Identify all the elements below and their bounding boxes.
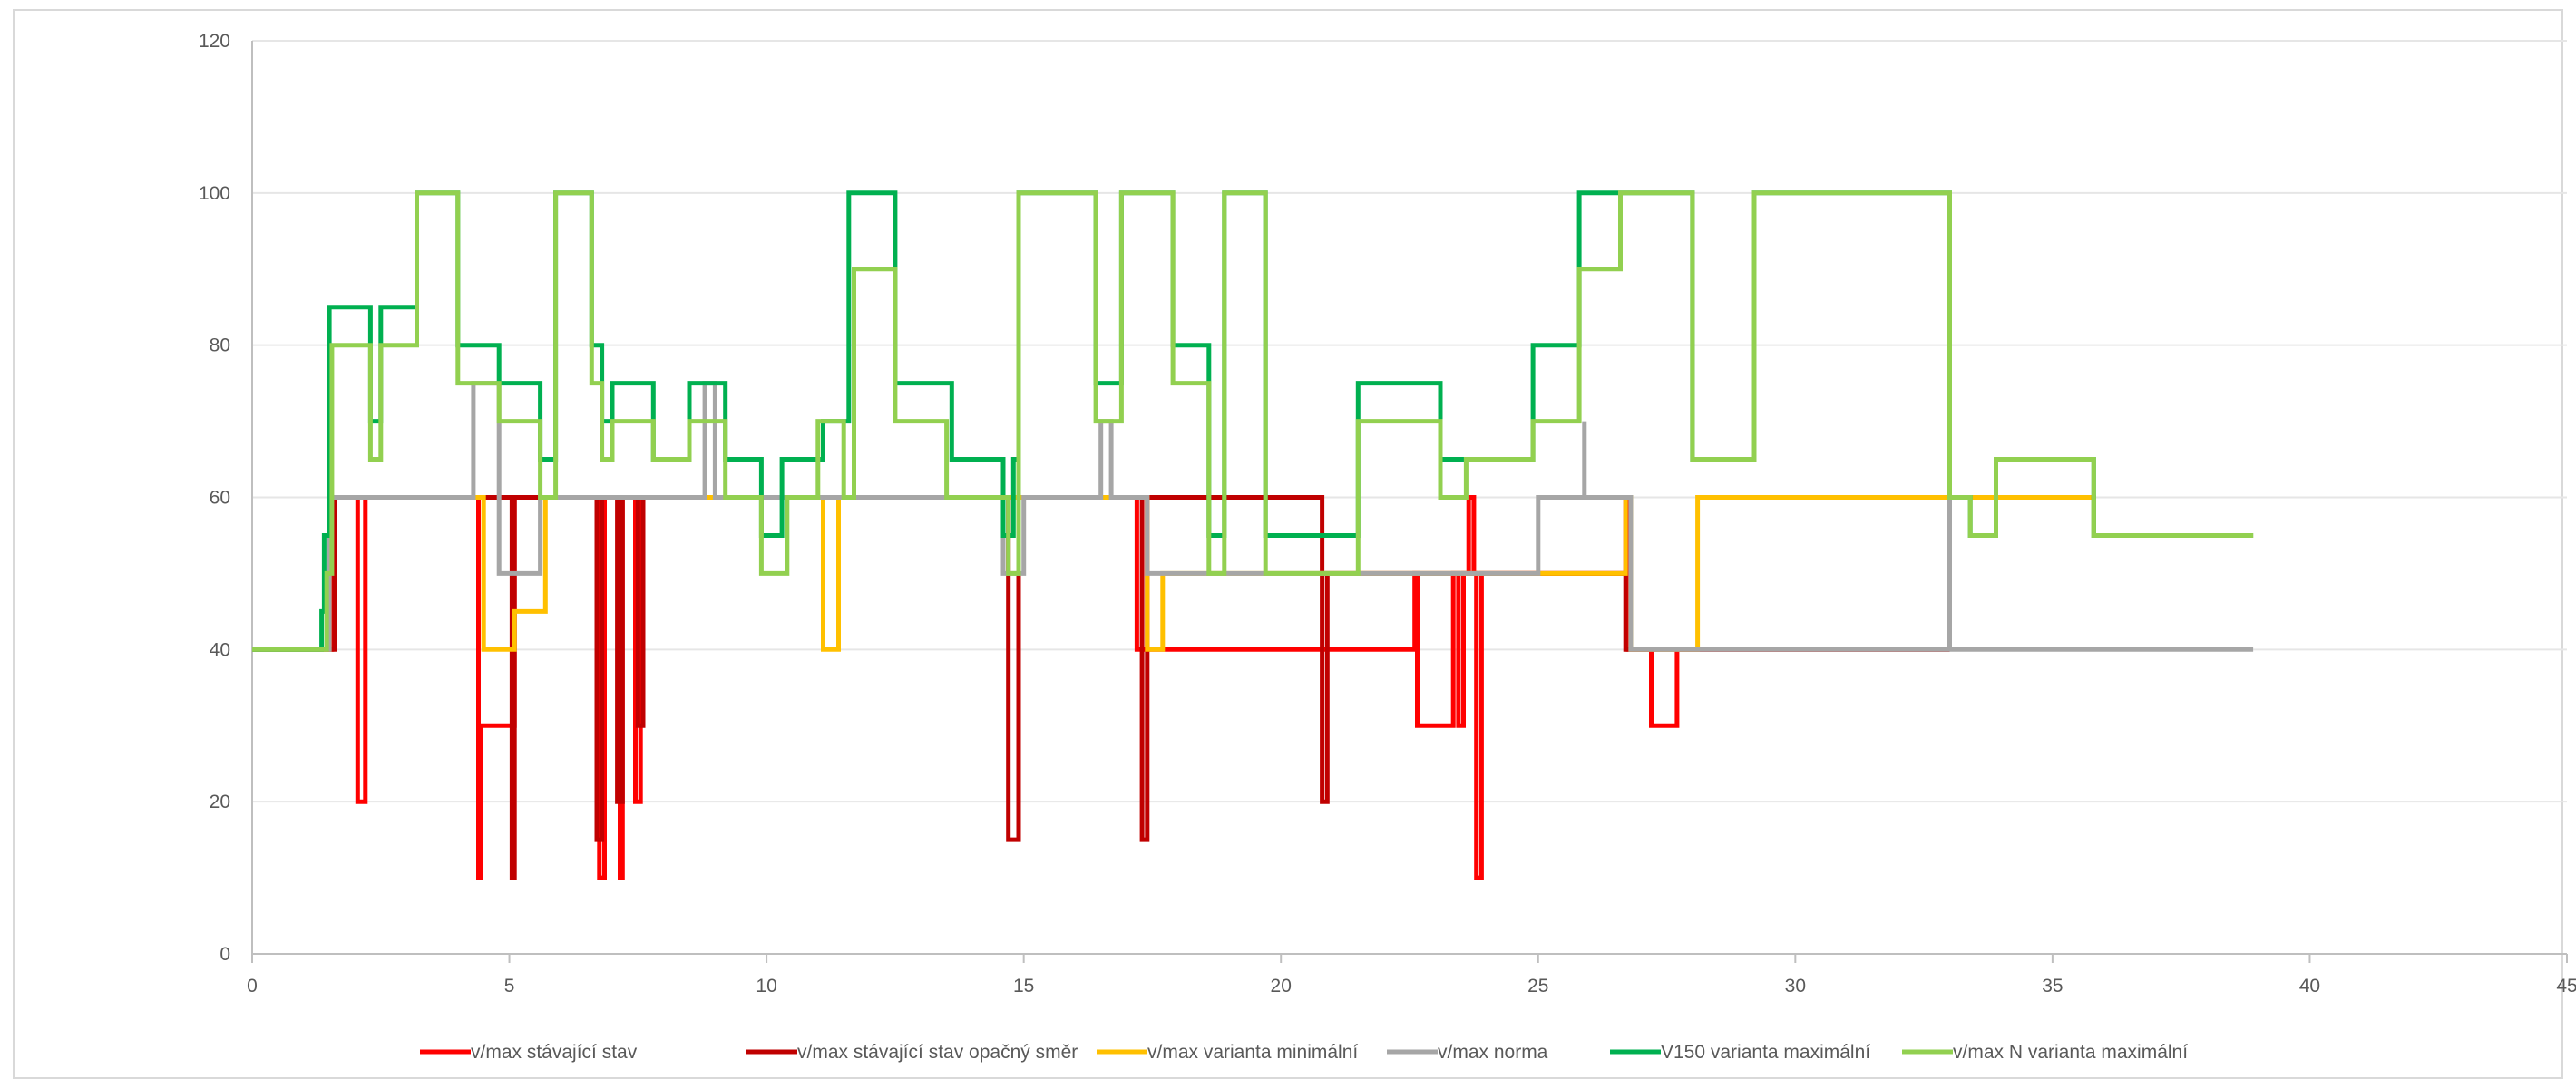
y-tick-label: 0 xyxy=(220,944,230,965)
legend-label-4: v/max norma xyxy=(1438,1042,1548,1063)
y-tick-label: 60 xyxy=(210,488,230,509)
series-line-6 xyxy=(252,190,2254,652)
x-tick-label: 40 xyxy=(2299,976,2320,997)
x-tick-label: 0 xyxy=(247,976,258,997)
x-tick-label: 45 xyxy=(2556,976,2576,997)
axis-layer: 0 20 40 60 80 100 120 0 5 10 15 20 25 30 35 40 45 xyxy=(199,31,2576,997)
legend-label-6: v/max N varianta maximální xyxy=(1953,1042,2188,1063)
y-tick-label: 100 xyxy=(199,183,230,204)
x-tick-label: 30 xyxy=(1785,976,1806,997)
series-layer xyxy=(252,190,2254,880)
series-line-4 xyxy=(252,381,2254,652)
legend-label-3: v/max varianta minimální xyxy=(1147,1042,1358,1063)
x-tick-label: 35 xyxy=(2042,976,2063,997)
x-tick-label: 25 xyxy=(1527,976,1548,997)
y-tick-label: 120 xyxy=(199,31,230,52)
x-tick-label: 5 xyxy=(504,976,515,997)
chart-frame xyxy=(13,9,2563,1079)
y-tick-label: 80 xyxy=(210,335,230,356)
series-line-1 xyxy=(252,495,1950,880)
x-tick-label: 15 xyxy=(1013,976,1034,997)
series-line-5 xyxy=(252,190,2254,652)
legend-label-1: v/max stávající stav xyxy=(471,1042,638,1063)
legend-layer: v/max stávající stav v/max stávající stav… xyxy=(420,1042,2188,1063)
x-tick-label: 10 xyxy=(756,976,776,997)
legend-label-2: v/max stávající stav opačný směr xyxy=(797,1042,1078,1063)
x-tick-label: 20 xyxy=(1271,976,1292,997)
legend-label-5: V150 varianta maximální xyxy=(1661,1042,1870,1063)
series-line-2 xyxy=(252,495,1950,880)
y-tick-label: 20 xyxy=(210,792,230,812)
y-tick-label: 40 xyxy=(210,639,230,660)
